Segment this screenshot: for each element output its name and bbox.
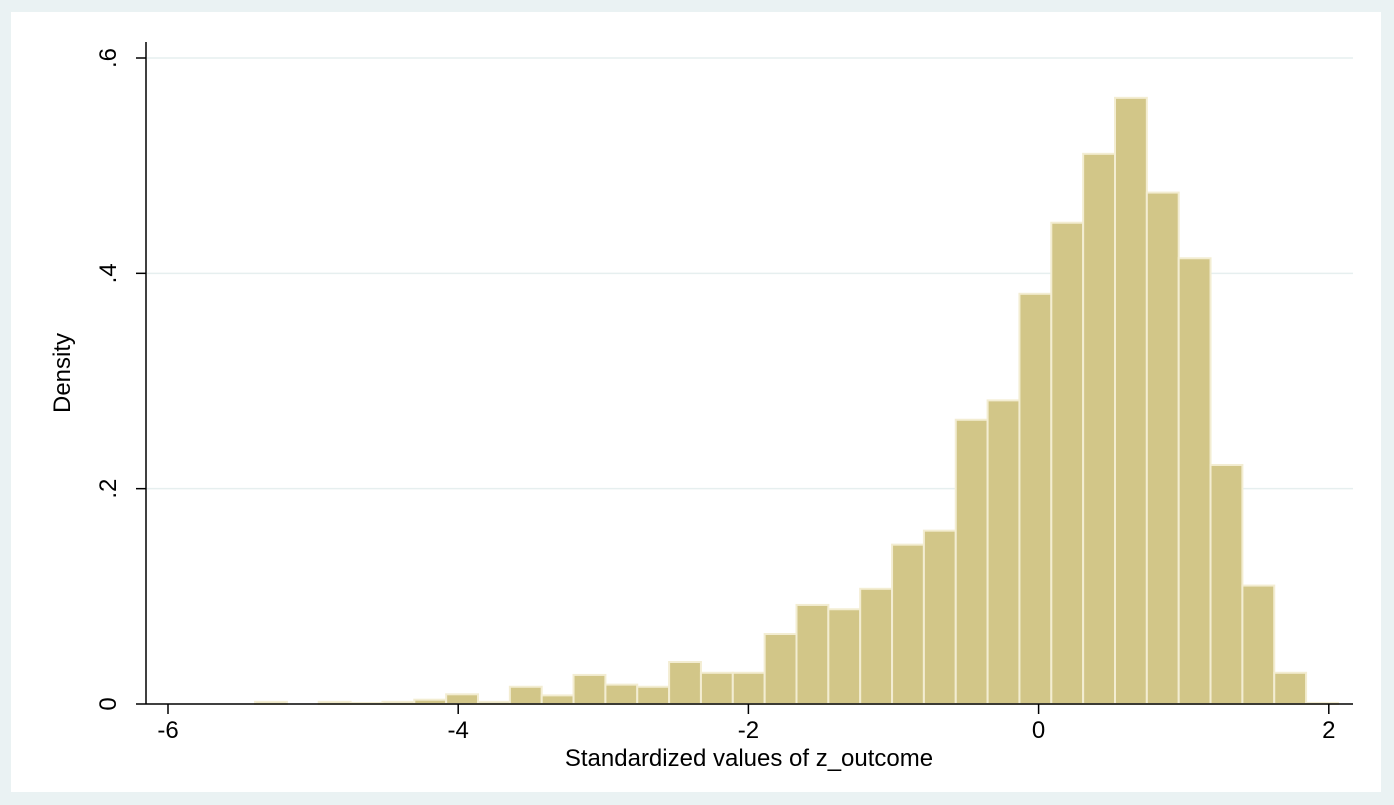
histogram-bar	[604, 683, 639, 705]
histogram-bar	[1209, 463, 1244, 705]
y-tick-label: .6	[95, 48, 122, 68]
histogram-bars	[254, 96, 1339, 706]
histogram-bar	[986, 399, 1021, 705]
histogram-bar	[827, 608, 862, 706]
histogram-bar	[1177, 257, 1212, 705]
x-axis-ticks: -6 -4 -2 0 2	[157, 704, 1335, 744]
y-axis-ticks: 0 .2 .4 .6	[95, 48, 146, 711]
x-tick-label: -2	[738, 717, 759, 744]
histogram-bar	[668, 661, 702, 706]
x-axis-title: Standardized values of z_outcome	[565, 745, 933, 772]
histogram-bar	[540, 694, 575, 706]
x-tick-label: -4	[448, 717, 469, 744]
histogram-bar	[1113, 96, 1148, 706]
histogram-bar	[1082, 152, 1116, 705]
histogram-bar	[731, 671, 766, 705]
y-tick-label: .4	[95, 263, 122, 283]
histogram-bar	[699, 671, 734, 705]
histogram-bar	[572, 673, 607, 706]
histogram-bar	[445, 693, 480, 706]
histogram-bar	[859, 587, 894, 706]
x-tick-label: 0	[1032, 717, 1045, 744]
histogram-bar	[1050, 221, 1085, 705]
histogram-bar	[795, 603, 830, 705]
histogram-bar	[954, 418, 989, 705]
y-axis-title: Density	[49, 333, 76, 413]
histogram-bar	[922, 529, 957, 705]
histogram-bar	[636, 685, 671, 705]
histogram-bar	[1273, 671, 1308, 705]
histogram-bar	[1241, 584, 1276, 705]
histogram-bar	[891, 543, 925, 705]
histogram-bar	[763, 633, 798, 706]
histogram-bar	[1018, 292, 1053, 705]
y-tick-label: 0	[95, 697, 122, 710]
histogram-bar	[508, 685, 543, 705]
y-tick-label: .2	[95, 479, 122, 499]
histogram-bar	[1145, 191, 1180, 705]
x-tick-label: 2	[1322, 717, 1335, 744]
x-tick-label: -6	[157, 717, 178, 744]
